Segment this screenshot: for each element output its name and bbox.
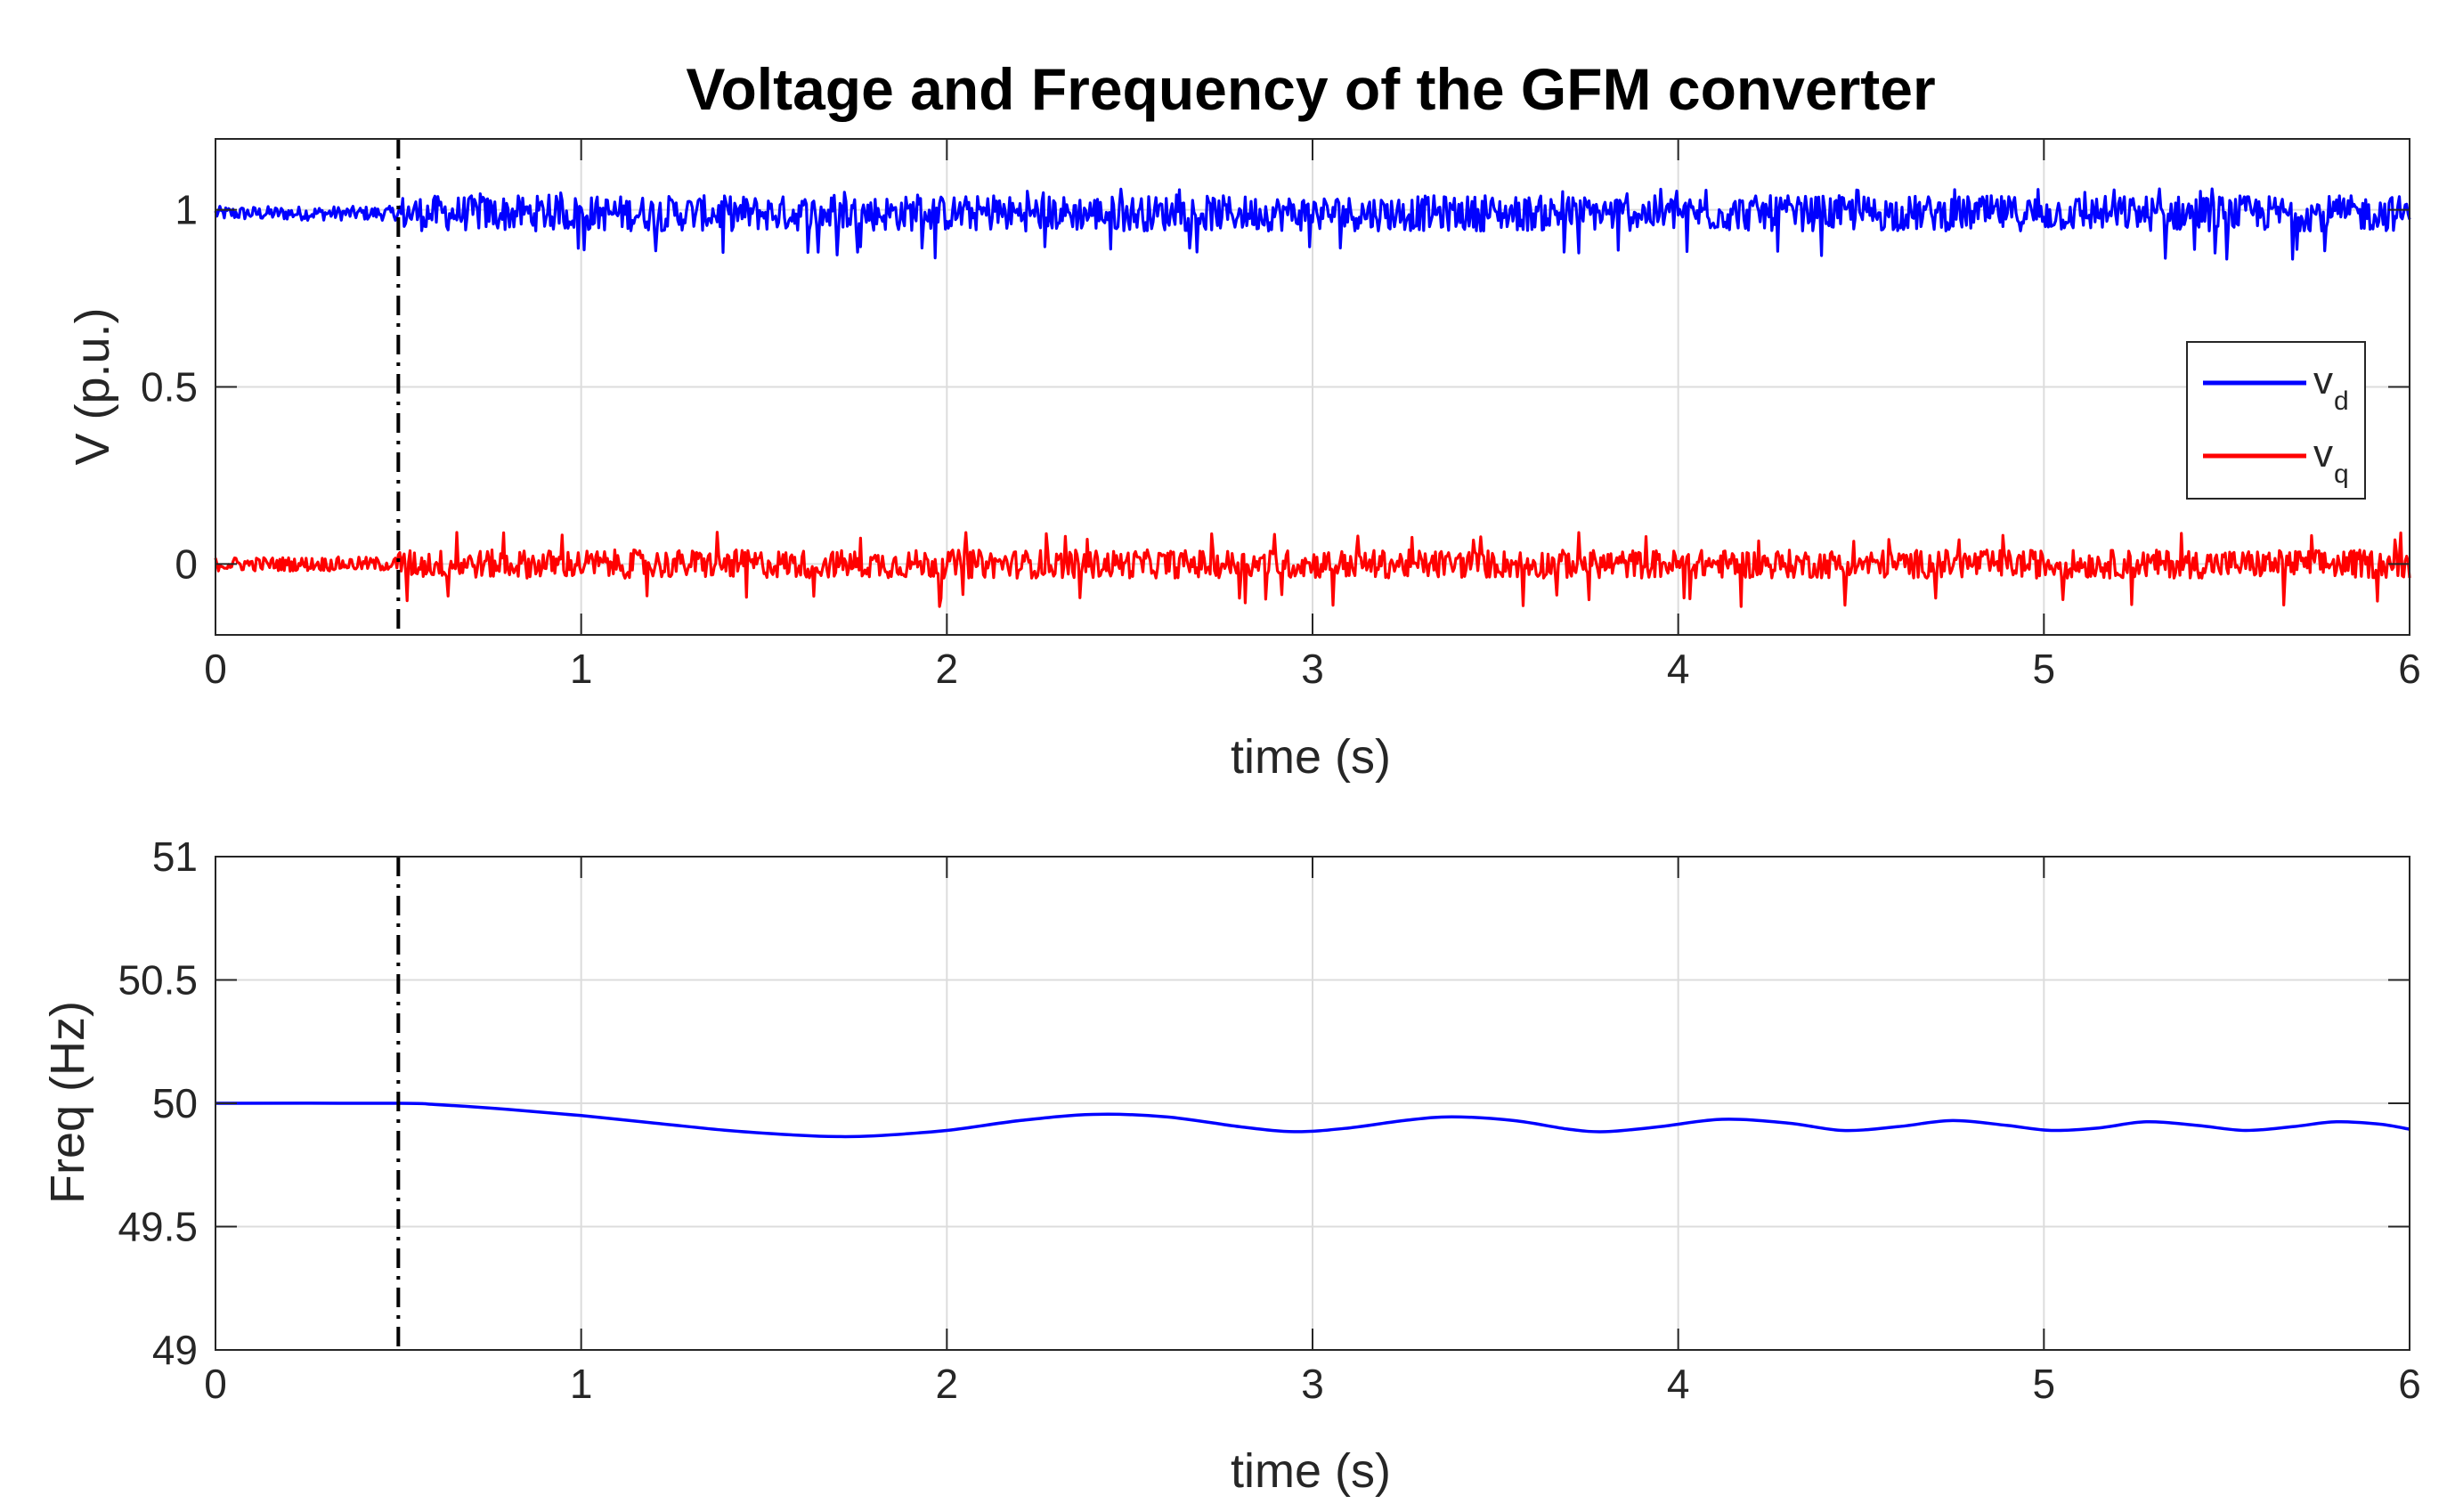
frequency-y-tick-label: 50 [152, 1080, 198, 1126]
voltage-y-tick-label: 0.5 [141, 364, 198, 411]
legend-vq-subscript: q [2334, 459, 2349, 489]
frequency-y-tick-label: 49 [152, 1327, 198, 1373]
frequency-axes: 0 1 2 3 4 5 6 49 49.5 50 50.5 51 time (s) Freq (Hz) [41, 833, 2421, 1498]
voltage-y-tick-label: 0 [175, 541, 198, 587]
series-line-v_q [214, 531, 2411, 608]
voltage-x-tick-label: 5 [2033, 646, 2056, 692]
frequency-x-tick-label: 1 [570, 1361, 593, 1407]
series-line-v_d [214, 187, 2411, 261]
legend-box [2186, 341, 2366, 500]
voltage-x-tick-label: 6 [2398, 646, 2421, 692]
frequency-x-tick-label: 5 [2033, 1361, 2056, 1407]
voltage-y-axis-label: V (p.u.) [66, 307, 119, 465]
voltage-x-axis-label: time (s) [1231, 730, 1391, 784]
frequency-y-tick-label: 49.5 [118, 1204, 198, 1250]
frequency-x-tick-label: 2 [936, 1361, 959, 1407]
voltage-x-tick-label: 3 [1301, 646, 1324, 692]
frequency-x-axis-label: time (s) [1231, 1444, 1391, 1498]
frequency-x-tick-label: 0 [204, 1361, 227, 1407]
frequency-x-tick-label: 6 [2398, 1361, 2421, 1407]
chart-title: Voltage and Frequency of the GFM convert… [686, 56, 1935, 122]
voltage-x-tick-label: 4 [1667, 646, 1690, 692]
legend-vq-label: v [2313, 432, 2333, 476]
voltage-series-group [214, 187, 2411, 608]
voltage-ticks: 0 1 2 3 4 5 6 0 0.5 1 [141, 139, 2421, 692]
frequency-y-tick-label: 50.5 [118, 957, 198, 1004]
legend-vd-label: v [2313, 359, 2333, 402]
voltage-x-tick-label: 0 [204, 646, 227, 692]
frequency-x-tick-label: 3 [1301, 1361, 1324, 1407]
series-line-freq [215, 1101, 2410, 1139]
legend: v d v q [2186, 341, 2366, 500]
frequency-y-tick-label: 51 [152, 833, 198, 880]
voltage-y-tick-label: 1 [175, 187, 198, 233]
voltage-x-tick-label: 1 [570, 646, 593, 692]
frequency-x-tick-label: 4 [1667, 1361, 1690, 1407]
voltage-axes: 0 1 2 3 4 5 6 0 0.5 1 time (s) V (p.u.) v d v q [66, 138, 2421, 784]
legend-vd-subscript: d [2334, 386, 2349, 416]
frequency-y-axis-label: Freq (Hz) [41, 1001, 94, 1204]
frequency-ticks: 0 1 2 3 4 5 6 49 49.5 50 50.5 51 [118, 833, 2420, 1407]
frequency-series-group [215, 1101, 2410, 1139]
voltage-x-tick-label: 2 [936, 646, 959, 692]
